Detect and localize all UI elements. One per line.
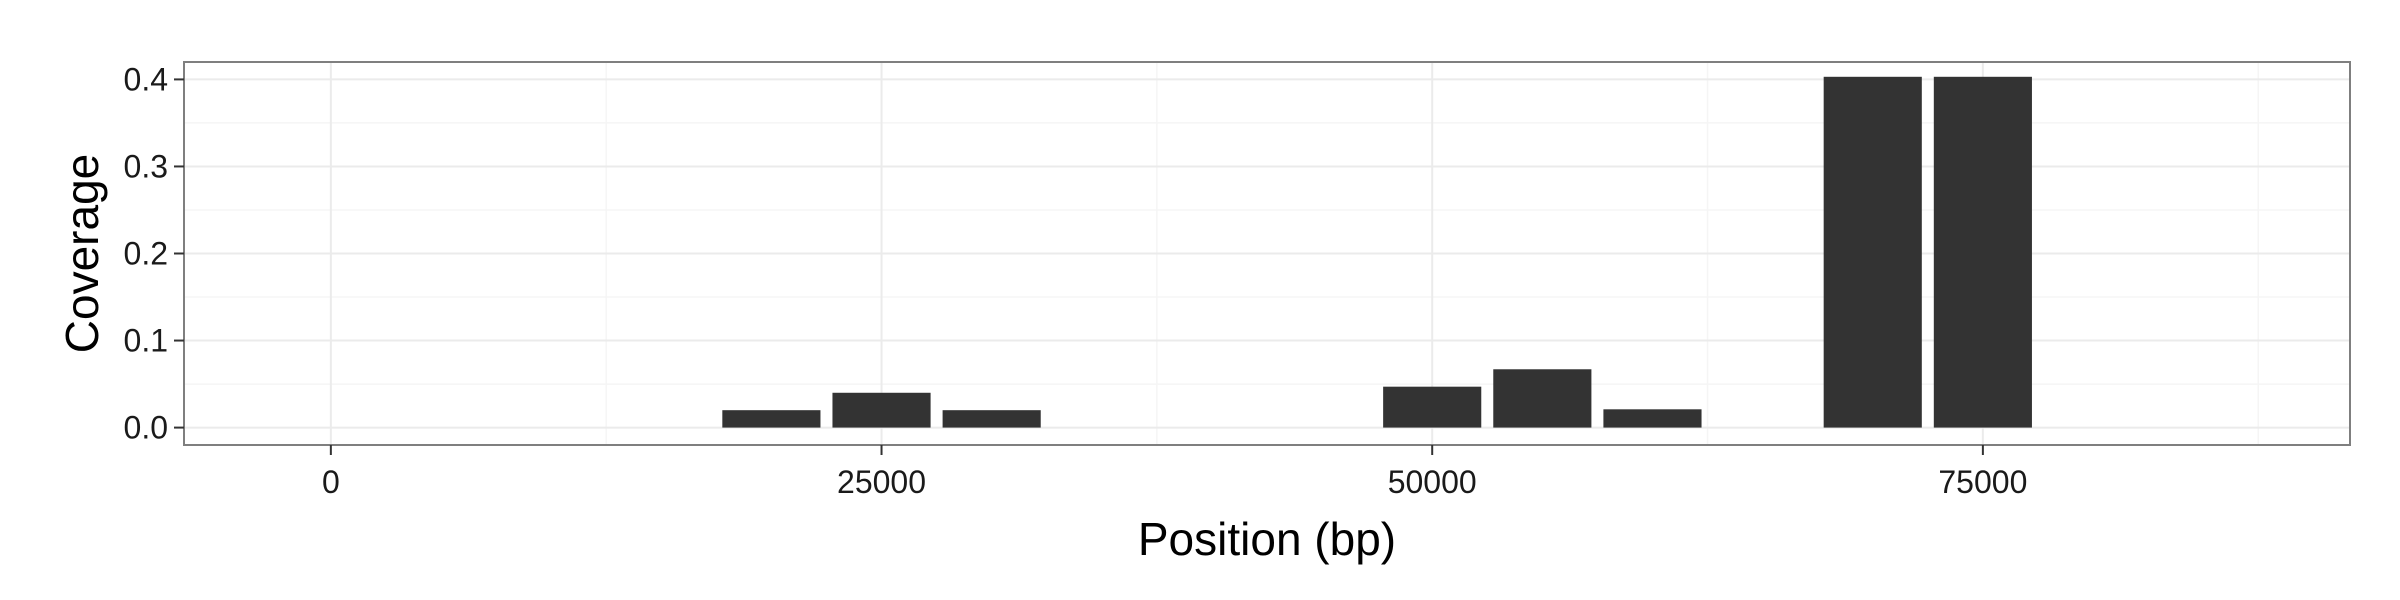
y-tick-label: 0.1 [124, 323, 168, 359]
x-tick-label: 50000 [1388, 464, 1477, 500]
coverage-bar [1603, 409, 1702, 428]
coverage-bar [1823, 76, 1922, 428]
coverage-bar [722, 410, 821, 428]
coverage-bar [942, 410, 1041, 428]
bars [722, 76, 2032, 428]
y-axis-title: Coverage [56, 154, 108, 353]
x-tick-label: 0 [322, 464, 340, 500]
x-axis-title: Position (bp) [1138, 513, 1396, 565]
coverage-bar [1383, 386, 1482, 428]
y-tick-label: 0.3 [124, 148, 168, 184]
coverage-bar [832, 392, 931, 428]
y-tick-label: 0.2 [124, 236, 168, 272]
x-axis: 0 25000 50000 75000 [322, 445, 2027, 500]
y-tick-label: 0.4 [124, 61, 168, 97]
coverage-bar [1493, 369, 1592, 428]
x-tick-label: 25000 [837, 464, 926, 500]
y-tick-label: 0.0 [124, 410, 168, 446]
y-axis: 0.0 0.1 0.2 0.3 0.4 [124, 61, 184, 446]
x-tick-label: 75000 [1938, 464, 2027, 500]
coverage-bar [1933, 76, 2032, 428]
